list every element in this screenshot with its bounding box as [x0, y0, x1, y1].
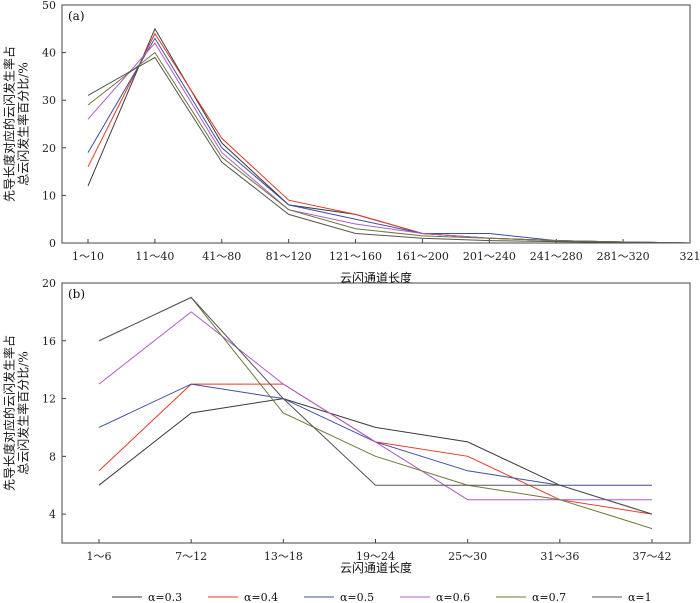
series-lines-b	[98, 296, 653, 530]
x-tick-label-b-5: 31～36	[540, 550, 579, 563]
x-tick-label-b-1: 7～12	[175, 550, 207, 563]
axes-b: 4 8 12 16 20 1～6 7～12 13～18 19～24 25～30 31～36 37～42	[42, 277, 672, 563]
y-tick-label-b-1: 8	[49, 450, 56, 463]
x-axis-title-b: 云闪通道长度	[340, 560, 412, 575]
panel-a: 0 10 20 30 40 50 1～10 11～40 41～80 81～120 121～160 16…	[2, 0, 700, 285]
legend-label-3: α=0.6	[436, 591, 470, 603]
x-tick-label-b-6: 37～42	[633, 550, 672, 563]
panel-b: 4 8 12 16 20 1～6 7～12 13～18 19～24 25～30 31～36 37～42…	[2, 277, 691, 575]
x-tick-label-b-2: 13～18	[264, 550, 303, 563]
y-tick-label-a-4: 40	[42, 47, 56, 60]
series-line-a-α=0.6	[87, 42, 691, 244]
y-tick-label-a-0: 0	[49, 237, 56, 250]
y-tick-label-b-2: 12	[42, 393, 56, 406]
y-tick-label-a-3: 30	[42, 94, 56, 107]
x-tick-label-a-3: 81～120	[266, 250, 312, 263]
x-tick-label-a-0: 1～10	[72, 250, 104, 263]
y-tick-label-a-1: 10	[42, 189, 56, 202]
y-tick-label-b-4: 20	[42, 277, 56, 290]
series-lines-a	[87, 27, 691, 244]
x-tick-label-a-6: 201～240	[463, 250, 516, 263]
legend-label-1: α=0.4	[244, 591, 278, 603]
axes-a: 0 10 20 30 40 50 1～10 11～40 41～80 81～120 121～160 16…	[42, 0, 700, 263]
y-tick-label-a-5: 50	[42, 0, 56, 12]
plot-frame-a	[61, 4, 691, 244]
series-line-a-α=0.4	[87, 32, 691, 244]
x-tick-label-a-7: 241～280	[530, 250, 583, 263]
y-tick-label-a-2: 20	[42, 142, 56, 155]
x-tick-label-a-1: 11～40	[135, 250, 174, 263]
legend-label-0: α=0.3	[148, 591, 182, 603]
plot-frame-b	[61, 282, 691, 544]
x-tick-label-a-2: 41～80	[202, 250, 241, 263]
panel-label-b: (b)	[68, 287, 85, 301]
x-tick-label-b-4: 25～30	[448, 550, 487, 563]
x-tick-label-a-4: 121～160	[329, 250, 382, 263]
y-tick-label-b-0: 4	[49, 508, 56, 521]
legend-label-2: α=0.5	[340, 591, 374, 603]
y-axis-title-b-line2: 总云闪发生率百分比/%	[16, 351, 31, 474]
series-line-b-α=1	[98, 296, 653, 515]
legend: α=0.3 α=0.4 α=0.5 α=0.6 α=0.7 α=1	[112, 591, 652, 603]
series-line-b-α=0.5	[98, 383, 652, 486]
series-line-a-α=1	[87, 56, 691, 244]
series-line-a-α=0.7	[87, 51, 691, 244]
y-tick-label-b-3: 16	[42, 335, 56, 348]
series-line-a-α=0.3	[87, 27, 691, 244]
series-line-b-α=0.6	[98, 311, 652, 501]
panel-label-a: (a)	[68, 9, 85, 23]
x-tick-label-a-5: 161～200	[396, 250, 449, 263]
x-axis-title-a: 云闪通道长度	[340, 270, 412, 285]
x-tick-label-a-8: 281～320	[597, 250, 650, 263]
y-axis-title-a-line1: 先导长度对应的云闪发生率占	[2, 46, 17, 202]
legend-label-4: α=0.7	[532, 591, 566, 603]
series-line-b-α=0.7	[98, 296, 653, 530]
x-tick-label-a-9: 321	[680, 250, 700, 263]
legend-label-5: α=1	[628, 591, 652, 603]
series-line-b-α=0.4	[98, 383, 653, 515]
y-axis-title-b-line1: 先导长度对应的云闪发生率占	[2, 335, 17, 491]
x-tick-label-b-3: 19～24	[356, 550, 395, 563]
x-tick-label-b-0: 1～6	[87, 550, 112, 563]
y-axis-title-a-line2: 总云闪发生率百分比/%	[16, 62, 31, 185]
